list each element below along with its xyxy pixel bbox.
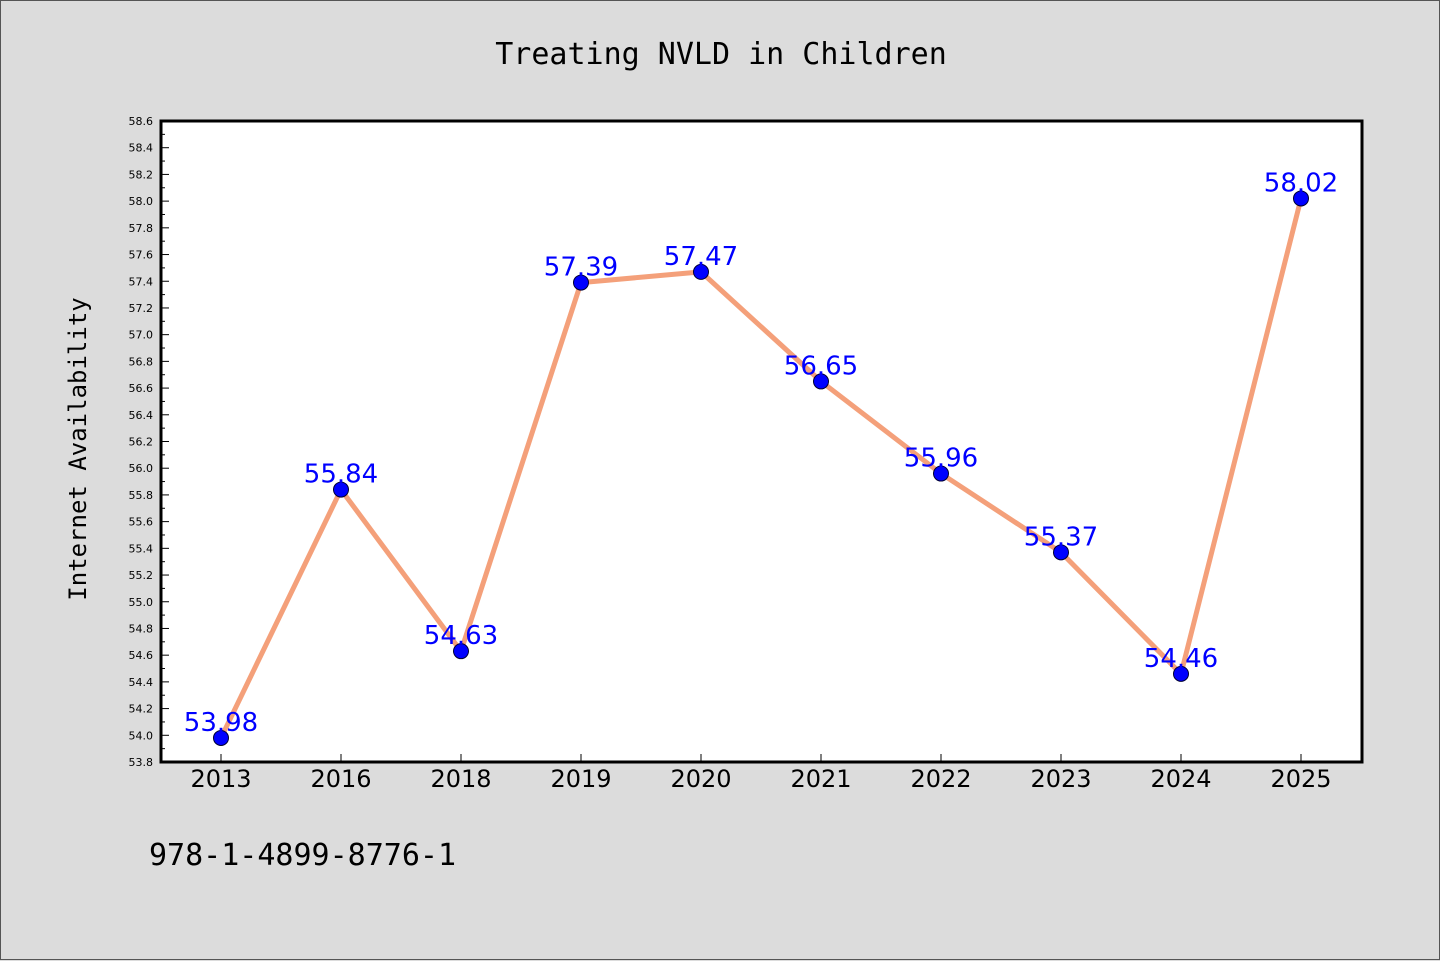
data-label: 53.98 [184, 708, 258, 738]
x-tick-label: 2021 [790, 765, 851, 793]
y-tick-label: 53.8 [129, 756, 154, 769]
y-tick-label: 54.2 [129, 703, 154, 716]
x-tick-label: 2023 [1030, 765, 1091, 793]
y-tick-label: 57.8 [129, 222, 154, 235]
y-tick-label: 56.4 [129, 409, 154, 422]
y-tick-label: 56.0 [129, 462, 154, 475]
y-tick-label: 55.0 [129, 596, 154, 609]
data-points [213, 190, 1309, 746]
x-tick-label: 2018 [430, 765, 491, 793]
y-tick-label: 54.6 [129, 649, 154, 662]
y-tick-label: 58.0 [129, 195, 154, 208]
y-tick-label: 57.2 [129, 302, 154, 315]
y-tick-label: 58.6 [129, 115, 154, 128]
data-point [453, 643, 469, 660]
data-point [333, 481, 349, 498]
x-tick-label: 2013 [190, 765, 251, 793]
data-point [573, 274, 589, 291]
y-tick-label: 57.6 [129, 249, 154, 262]
data-label: 55.96 [904, 444, 978, 474]
y-tick-label: 56.2 [129, 436, 154, 449]
y-tick-label: 55.2 [129, 569, 154, 582]
y-tick-label: 57.4 [129, 275, 154, 288]
series-polyline [218, 197, 1304, 740]
series-line [218, 197, 1304, 740]
x-axis-ticks: 2013 2016 2018 2019 2020 2021 2022 2023 2024 2025 [190, 754, 1332, 793]
chart-title: Treating NVLD in Children [495, 37, 947, 72]
data-labels: 53.98 55.84 54.63 57.39 57.47 56.65 55.96 55.37… [184, 168, 1338, 738]
data-label: 54.46 [1144, 644, 1218, 674]
y-tick-label: 58.2 [129, 168, 154, 181]
y-tick-label: 55.8 [129, 489, 154, 502]
data-label: 55.84 [304, 460, 378, 490]
x-tick-label: 2019 [550, 765, 611, 793]
y-tick-label: 55.6 [129, 516, 154, 529]
data-label: 55.37 [1024, 522, 1098, 552]
data-label: 54.63 [424, 621, 498, 651]
y-tick-label: 54.0 [129, 729, 154, 742]
data-label: 57.39 [544, 253, 618, 283]
data-label: 56.65 [784, 351, 858, 381]
y-axis-label: Internet Availability [64, 297, 92, 600]
x-tick-label: 2024 [1150, 765, 1211, 793]
y-tick-label: 56.6 [129, 382, 154, 395]
data-point [1173, 665, 1189, 682]
data-point [1053, 544, 1069, 561]
isbn-text: 978-1-4899-8776-1 [149, 838, 456, 873]
y-tick-label: 54.4 [129, 676, 154, 689]
data-point [213, 729, 229, 746]
y-tick-label: 57.0 [129, 329, 154, 342]
data-point [1293, 190, 1309, 207]
data-label: 58.02 [1264, 168, 1338, 198]
data-point [813, 373, 829, 390]
y-tick-label: 55.4 [129, 542, 154, 555]
x-tick-label: 2022 [910, 765, 971, 793]
y-tick-label: 56.8 [129, 355, 154, 368]
y-tick-label: 58.4 [129, 142, 154, 155]
x-tick-label: 2025 [1270, 765, 1331, 793]
data-label: 57.47 [664, 242, 738, 272]
data-point [933, 465, 949, 482]
data-point [693, 263, 709, 280]
y-axis-ticks: 53.8 54.0 54.2 54.4 54.6 54.8 55.0 55.2 55.4 55.6… [129, 115, 169, 769]
x-tick-label: 2020 [670, 765, 731, 793]
y-tick-label: 54.8 [129, 622, 154, 635]
x-tick-label: 2016 [310, 765, 371, 793]
